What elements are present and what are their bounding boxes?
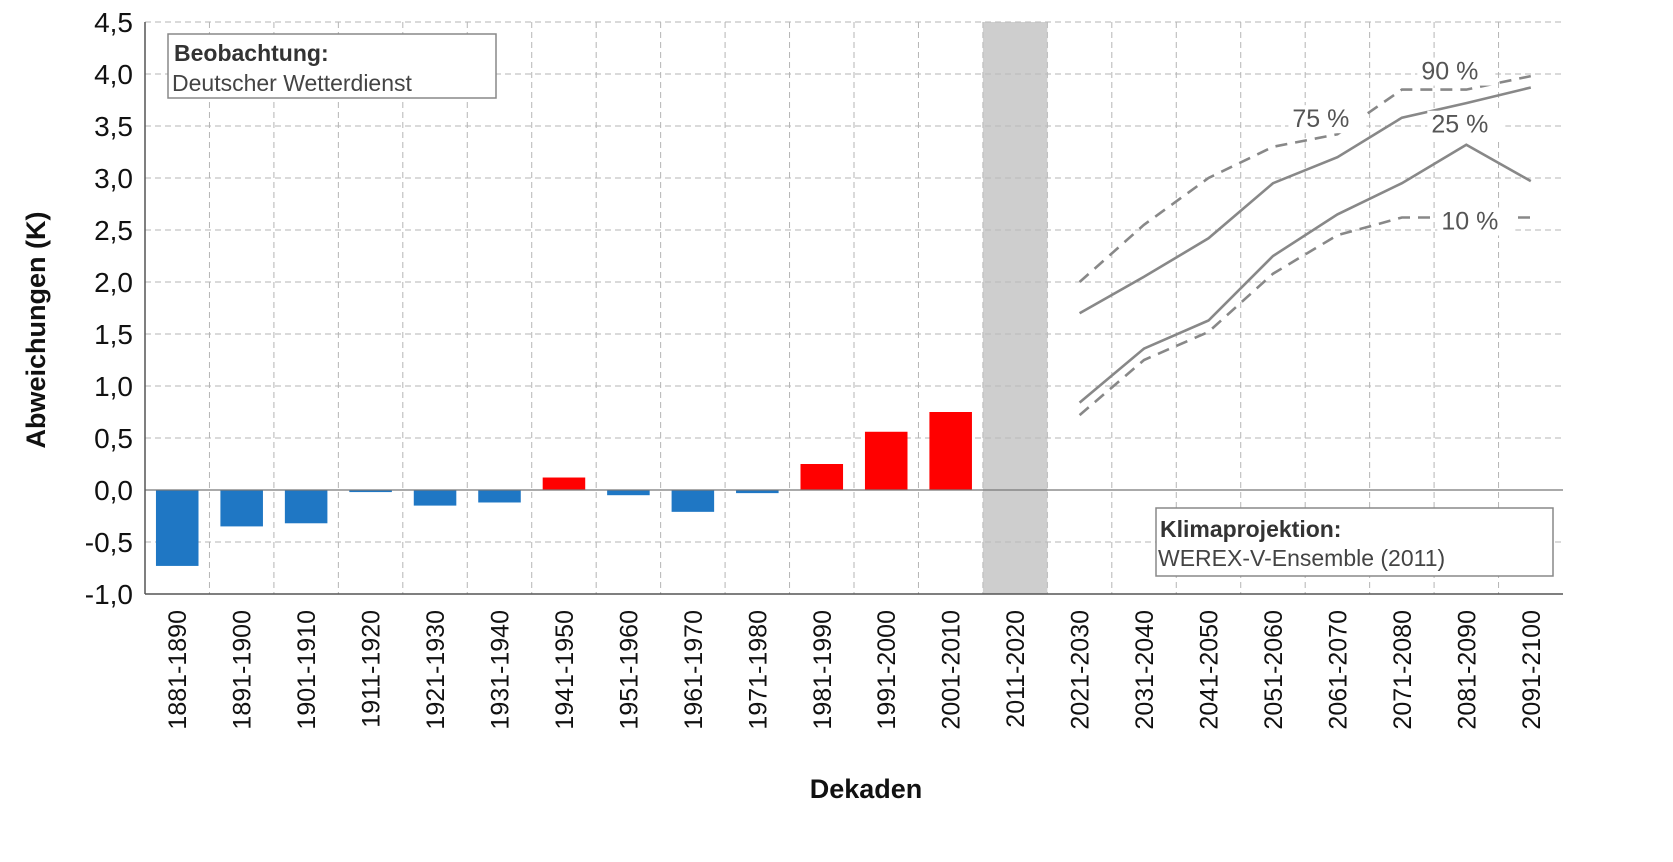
bar-1981-1990	[800, 464, 844, 490]
projection-legend-subtitle: WEREX-V-Ensemble (2011)	[1158, 545, 1445, 571]
x-tick-label: 2071-2080	[1389, 610, 1417, 730]
observation-legend-box	[167, 33, 497, 99]
projection-label: 25 %	[1431, 111, 1488, 139]
projection-label: 75 %	[1292, 105, 1349, 133]
x-axis-title: Dekaden	[810, 774, 923, 804]
bar-1971-1980	[736, 490, 779, 494]
bar-1891-1900	[220, 490, 263, 527]
y-tick-label: 3,5	[94, 111, 133, 142]
projection-legend-box	[1155, 507, 1554, 577]
y-tick-label: 3,0	[94, 163, 133, 194]
x-tick-label: 1881-1890	[164, 610, 192, 730]
projection-line-90-percent	[1078, 74, 1532, 283]
projection-label: 90 %	[1421, 58, 1478, 86]
projection-line-75-percent	[1078, 86, 1532, 315]
bar-1881-1890	[155, 490, 199, 566]
x-tick-label: 1911-1920	[358, 610, 386, 728]
projection-label: 10 %	[1441, 208, 1498, 236]
x-tick-label: 1921-1930	[422, 610, 450, 730]
observation-legend-subtitle: Deutscher Wetterdienst	[172, 70, 413, 96]
x-tick-label: 2061-2070	[1324, 610, 1352, 730]
projection-legend-title: Klimaprojektion:	[1160, 516, 1341, 542]
axes: 4,5 4,0 3,5 3,0 2,5 2,0 1,5 1,0 0,5 0,0 -0,5 -1,0 18…	[85, 7, 1563, 730]
x-tick-label: 1931-1940	[487, 610, 515, 730]
x-tick-label: 2011-2020	[1002, 610, 1030, 728]
bar-1951-1960	[607, 490, 650, 496]
x-tick-label: 2051-2060	[1260, 610, 1288, 730]
x-tick-label: 1891-1900	[229, 610, 257, 730]
x-tick-label: 2031-2040	[1131, 610, 1159, 730]
y-tick-label: 2,0	[94, 267, 133, 298]
x-tick-label: 1941-1950	[551, 610, 579, 730]
projection-line-25-percent	[1078, 143, 1532, 404]
bar-1901-1910	[284, 490, 328, 524]
x-tick-label: 2021-2030	[1067, 610, 1095, 730]
y-axis-title: Abweichungen (K)	[21, 212, 51, 449]
y-tick-label: 1,5	[94, 319, 133, 350]
x-tick-label: 2091-2100	[1518, 610, 1546, 730]
y-tick-label: 4,5	[94, 7, 133, 38]
y-tick-label: 1,0	[94, 371, 133, 402]
y-tick-label: 0,0	[94, 475, 133, 506]
bar-2001-2010	[929, 412, 972, 490]
bar-1941-1950	[542, 477, 586, 490]
x-tick-label: 2081-2090	[1453, 610, 1481, 730]
bar-1921-1930	[413, 490, 457, 506]
y-tick-label: -1,0	[85, 579, 133, 610]
y-tick-label: 2,5	[94, 215, 133, 246]
observation-legend: Beobachtung: Deutscher Wetterdienst	[167, 33, 497, 99]
gap-hatch	[982, 22, 1048, 594]
y-tick-label: 0,5	[94, 423, 133, 454]
x-tick-label: 1971-1980	[744, 610, 772, 730]
bar-1961-1970	[671, 490, 715, 512]
x-tick-label: 1901-1910	[293, 610, 321, 730]
x-tick-label: 2041-2050	[1196, 610, 1224, 730]
projection-legend: Klimaprojektion: WEREX-V-Ensemble (2011)	[1155, 507, 1554, 577]
projection-label-bg	[1437, 207, 1516, 236]
projection-lines: 90 % 75 % 25 % 10 %	[1078, 57, 1532, 417]
observation-legend-title: Beobachtung:	[174, 40, 329, 66]
projection-label-bg	[1288, 105, 1367, 134]
bar-1911-1920	[349, 490, 392, 493]
x-tick-label: 2001-2010	[938, 610, 966, 730]
x-tick-label: 1961-1970	[680, 610, 708, 730]
bars	[155, 412, 972, 566]
x-tick-label: 1981-1990	[809, 610, 837, 730]
x-tick-label: 1991-2000	[873, 610, 901, 730]
projection-label-bg	[1427, 110, 1506, 139]
bar-1931-1940	[478, 490, 521, 503]
bar-1991-2000	[864, 431, 908, 490]
x-tick-label: 1951-1960	[615, 610, 643, 730]
y-tick-label: 4,0	[94, 59, 133, 90]
y-tick-label: -0,5	[85, 527, 133, 558]
projection-label-bg	[1417, 57, 1496, 86]
